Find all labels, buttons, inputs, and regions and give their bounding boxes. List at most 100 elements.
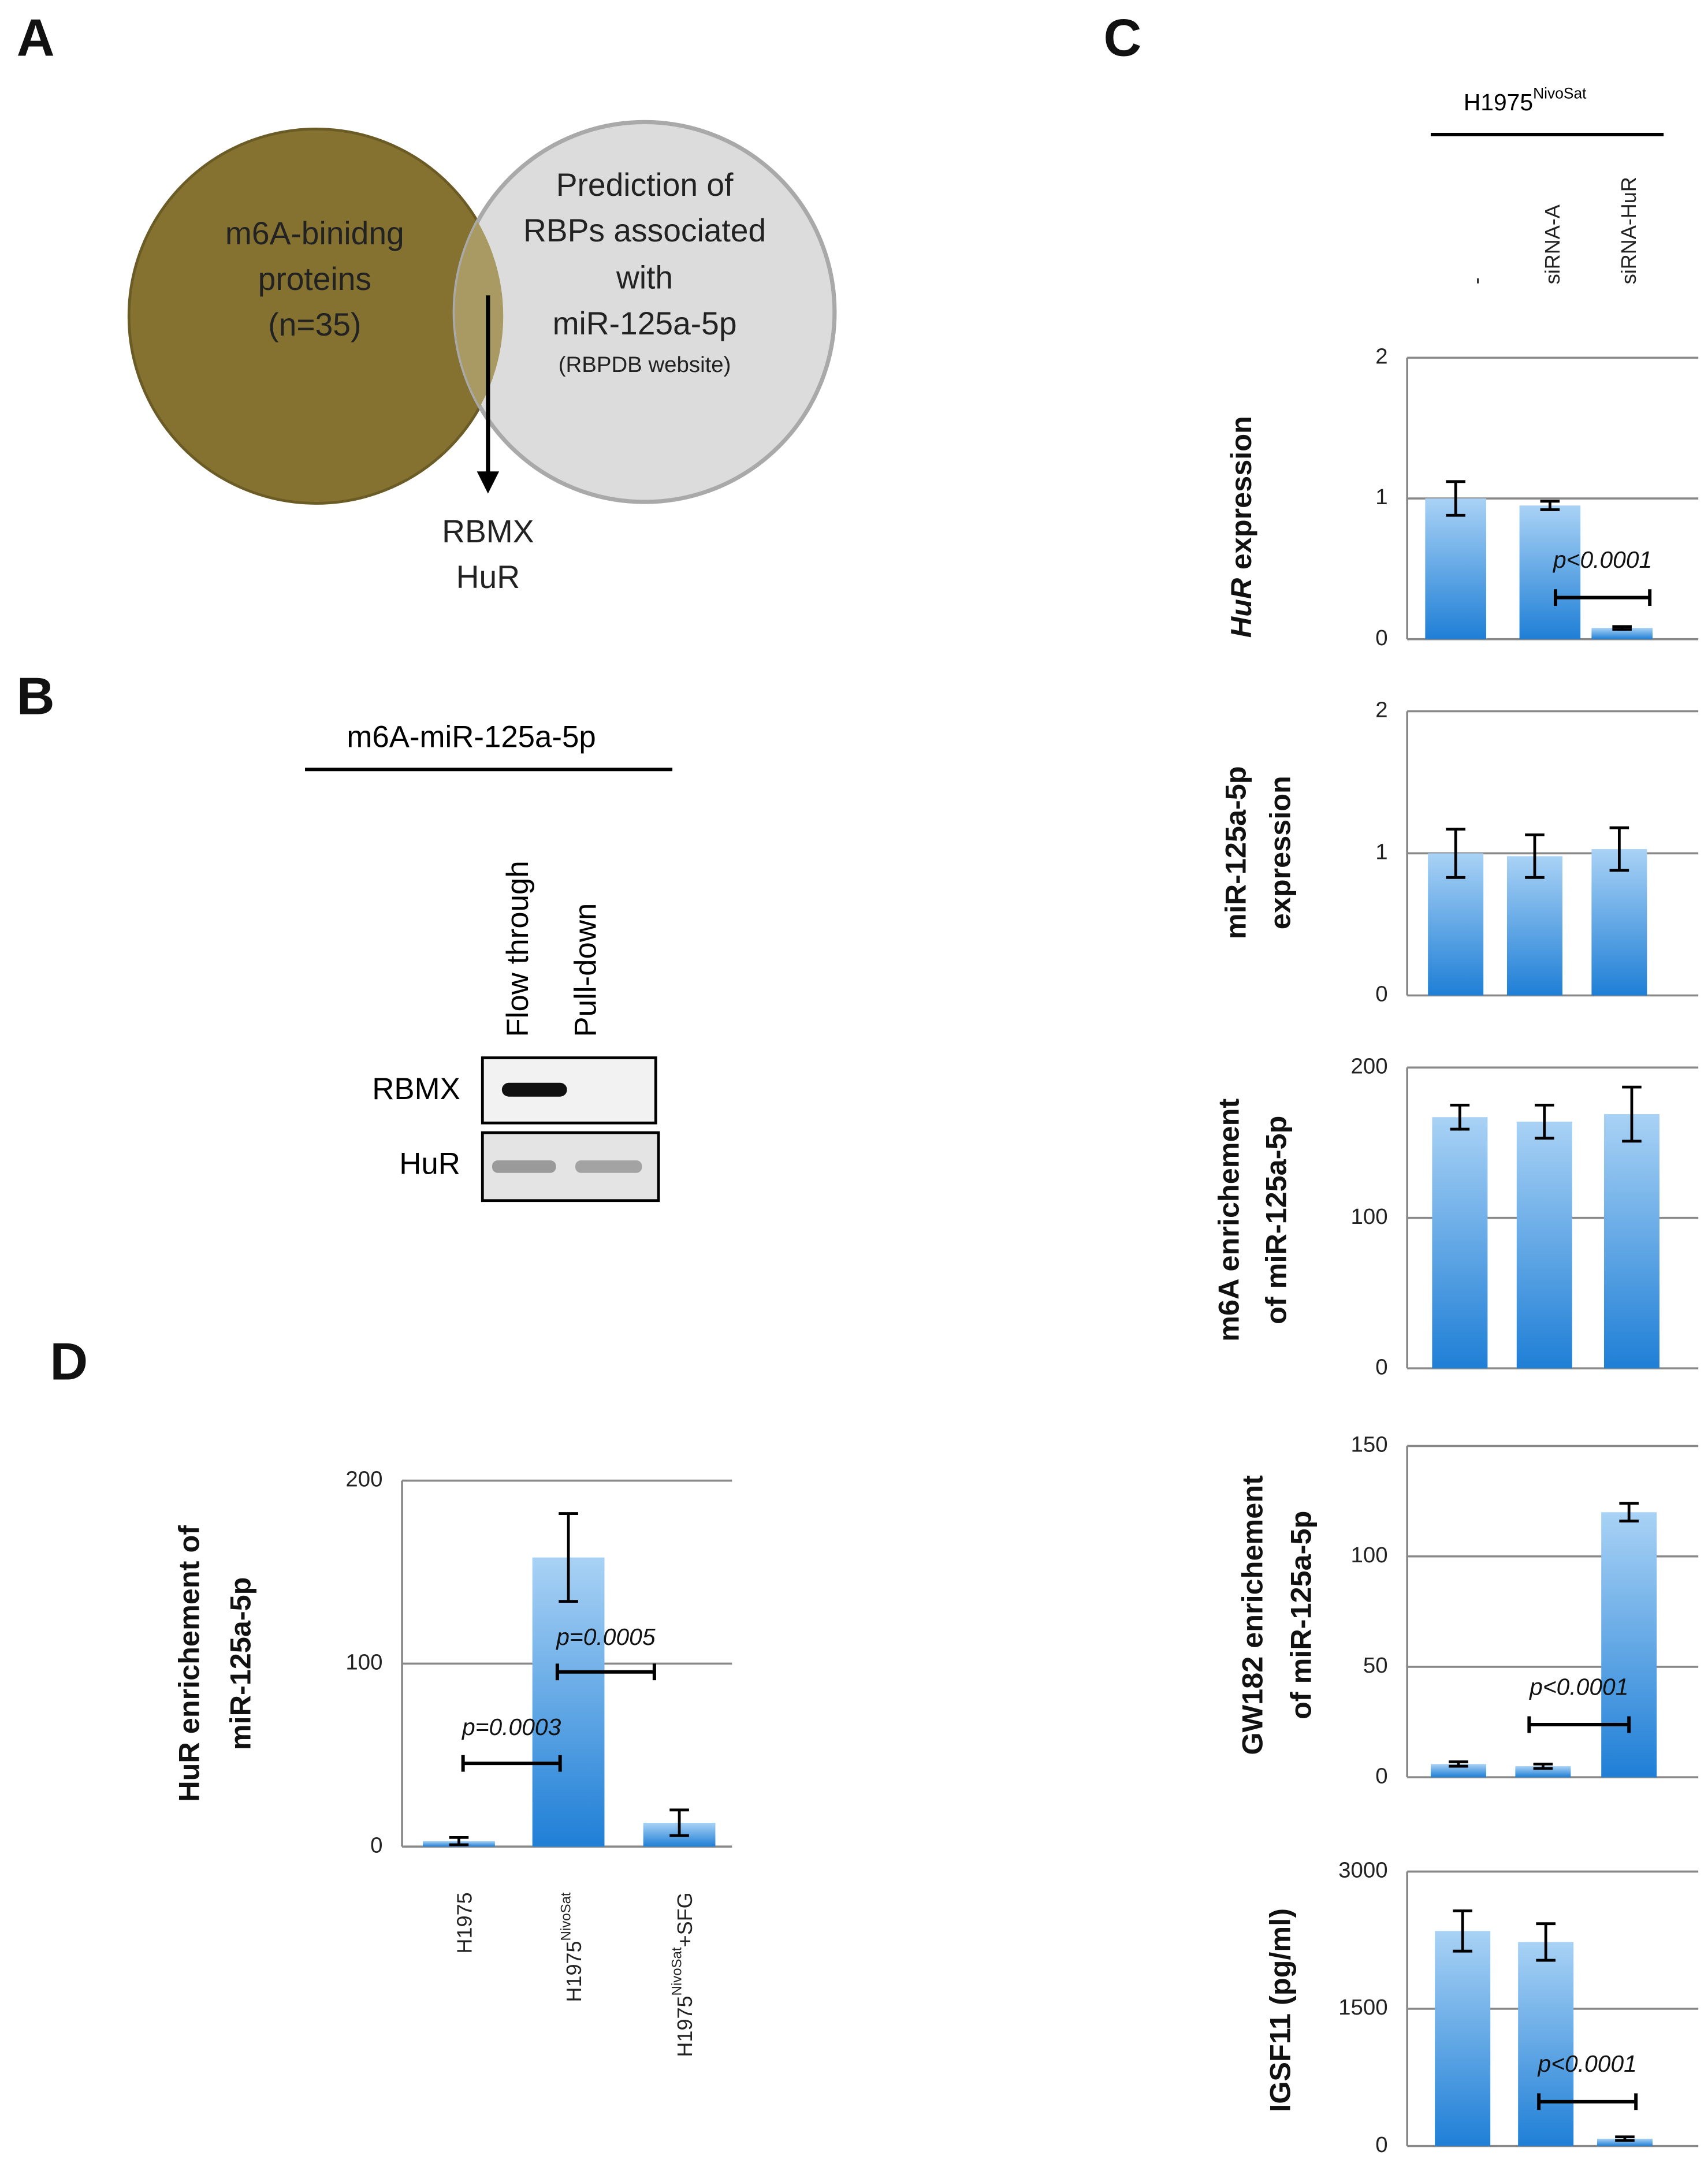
category-label: H1975NivoSat: [559, 1892, 586, 2002]
venn-text: with: [616, 260, 673, 296]
category-part: H1975: [673, 1995, 697, 2057]
group-label: H1975NivoSat: [1464, 84, 1587, 116]
p-value: p<0.0001: [1552, 546, 1652, 573]
y-tick-label: 200: [345, 1467, 382, 1492]
venn-result: RBMX: [442, 513, 534, 549]
p-value: p=0.0003: [461, 1714, 561, 1740]
bar: [532, 1557, 605, 1847]
bar: [1591, 849, 1647, 996]
category-part: +SFG: [673, 1892, 697, 1947]
bar: [1597, 2138, 1653, 2146]
error-bar: [1612, 625, 1632, 631]
y-axis-label: miR-125a-5p: [224, 1577, 256, 1751]
category-part: NivoSat: [669, 1947, 685, 1995]
y-tick-label: 150: [1351, 1432, 1388, 1457]
y-tick-label: 0: [1375, 982, 1387, 1007]
y-label-italic: HuR: [1225, 578, 1257, 638]
y-axis-label: of miR-125a-5p: [1284, 1511, 1317, 1719]
error-bar: [1533, 1762, 1553, 1770]
y-axis-label: HuR enrichement of: [173, 1525, 206, 1802]
y-axis-label: GW182 enrichement: [1236, 1475, 1268, 1755]
y-tick-label: 2: [1375, 698, 1387, 723]
blot-band: [492, 1160, 556, 1173]
p-value: p<0.0001: [1528, 1673, 1628, 1700]
y-axis-label: miR-125a-5p: [1219, 766, 1252, 939]
row-label: RBMX: [372, 1072, 460, 1106]
category-part: H1975: [452, 1892, 476, 1953]
y-label-part: expression: [1225, 416, 1257, 569]
category-part: NivoSat: [559, 1892, 574, 1941]
p-value: p=0.0005: [555, 1624, 656, 1650]
row-label: HuR: [399, 1147, 460, 1181]
y-tick-label: 200: [1351, 1053, 1388, 1078]
error-bar: [1449, 1760, 1468, 1768]
error-bar: [1609, 826, 1629, 872]
y-tick-label: 1: [1375, 840, 1387, 865]
panel-label: B: [17, 667, 55, 725]
y-tick-label: 100: [1351, 1204, 1388, 1229]
bar: [1435, 1931, 1491, 2146]
panel-label: C: [1104, 8, 1142, 67]
lane-label: Pull-down: [569, 903, 603, 1037]
y-axis-label: m6A enrichement: [1212, 1099, 1245, 1342]
y-tick-label: 0: [1375, 626, 1387, 650]
error-bar: [1619, 1502, 1639, 1522]
category-label: -: [1464, 277, 1488, 284]
y-axis-label: HuR expression: [1225, 416, 1257, 638]
bar: [1519, 505, 1581, 639]
y-tick-label: 1500: [1338, 1995, 1387, 2020]
y-axis-label: of miR-125a-5p: [1259, 1116, 1292, 1324]
category-label: siRNA-A: [1540, 204, 1564, 284]
p-value: p<0.0001: [1537, 2050, 1637, 2077]
lane-label: Flow through: [501, 861, 535, 1037]
venn-text: RBPs associated: [523, 213, 766, 248]
category-part: H1975: [562, 1941, 586, 2002]
blot-band: [501, 1082, 567, 1097]
bar: [1430, 1764, 1486, 1778]
bar: [1425, 498, 1486, 639]
bar: [1515, 1766, 1571, 1778]
y-axis-label: IGSF11 (pg/ml): [1263, 1908, 1296, 2112]
bar: [1516, 1122, 1572, 1369]
error-bar: [1525, 833, 1545, 879]
bar: [1432, 1117, 1488, 1369]
error-bar: [1615, 2135, 1635, 2142]
y-tick-label: 1: [1375, 485, 1387, 509]
error-bar: [1540, 500, 1560, 511]
error-bar: [1446, 828, 1465, 879]
error-bar: [1622, 1085, 1642, 1143]
y-tick-label: 100: [345, 1650, 382, 1675]
error-bar: [559, 1512, 578, 1603]
venn-note: (RBPDB website): [559, 352, 731, 377]
y-tick-label: 50: [1363, 1653, 1388, 1678]
panel-label: D: [50, 1332, 88, 1391]
category-label: H1975NivoSat+SFG: [669, 1892, 697, 2057]
venn-text: m6A-binidng: [225, 215, 404, 251]
y-tick-label: 0: [1375, 1354, 1387, 1379]
group-label-main: H1975: [1464, 89, 1533, 116]
bar: [1506, 856, 1562, 996]
venn-text: Prediction of: [556, 167, 734, 203]
y-tick-label: 3000: [1338, 1858, 1387, 1883]
y-tick-label: 0: [1375, 1763, 1387, 1788]
blot-band: [575, 1160, 642, 1173]
error-bar: [1446, 480, 1465, 517]
category-label: siRNA-HuR: [1617, 177, 1640, 284]
error-bar: [1453, 1909, 1472, 1953]
y-axis-label: expression: [1263, 776, 1296, 929]
category-label: H1975: [452, 1892, 476, 1953]
error-bar: [1536, 1922, 1556, 1962]
panel-label: A: [17, 8, 55, 67]
error-bar: [449, 1836, 469, 1846]
y-tick-label: 0: [370, 1833, 382, 1857]
y-tick-label: 100: [1351, 1543, 1388, 1568]
y-tick-label: 2: [1375, 344, 1387, 369]
venn-result: HuR: [456, 559, 520, 595]
venn-text: (n=35): [268, 307, 361, 342]
group-label-sup: NivoSat: [1533, 84, 1587, 102]
blot-title: m6A-miR-125a-5p: [347, 720, 596, 754]
arrow-head: [477, 471, 500, 494]
bar: [1591, 628, 1653, 639]
